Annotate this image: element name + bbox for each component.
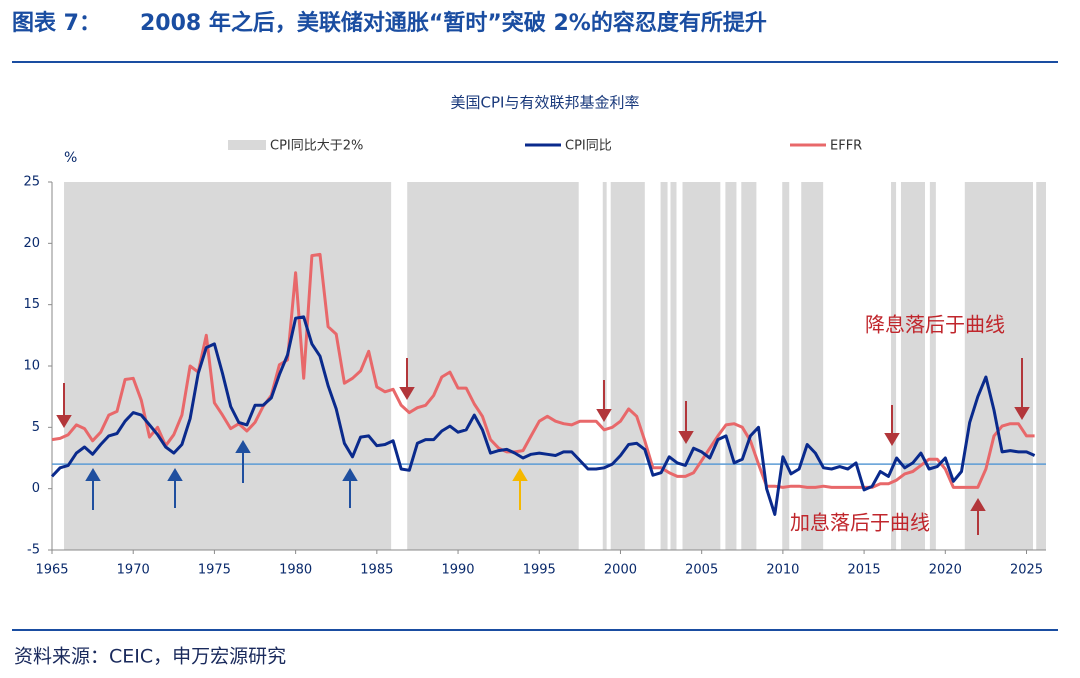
shaded-period — [741, 182, 757, 550]
x-tick-label: 1985 — [360, 563, 393, 578]
shaded-period — [407, 182, 579, 550]
y-unit: % — [64, 150, 77, 166]
shaded-period — [725, 182, 737, 550]
x-tick-label: 1980 — [279, 563, 312, 578]
x-tick-label: 1995 — [523, 563, 556, 578]
legend-swatch — [228, 140, 266, 150]
x-tick-label: 2000 — [604, 563, 637, 578]
x-tick-label: 2020 — [929, 563, 962, 578]
x-tick-label: 2005 — [685, 563, 718, 578]
shaded-period — [610, 182, 645, 550]
shaded-period — [670, 182, 677, 550]
shaded-period — [602, 182, 607, 550]
x-tick-label: 1965 — [35, 563, 68, 578]
header-label: 图表 7： — [12, 11, 101, 36]
legend-label: CPI同比大于2% — [270, 139, 363, 154]
y-tick-label: -5 — [27, 543, 40, 558]
x-tick-label: 1975 — [198, 563, 231, 578]
header-title: 2008 年之后，美联储对通胀“暂时”突破 2%的容忍度有所提升 — [140, 10, 767, 36]
x-tick-label: 2025 — [1010, 563, 1043, 578]
series-line — [50, 315, 1036, 516]
y-tick-label: 0 — [32, 481, 40, 496]
y-tick-label: 25 — [23, 175, 40, 190]
shaded-period — [660, 182, 668, 550]
x-tick-label: 2010 — [766, 563, 799, 578]
y-tick-label: 10 — [23, 359, 40, 374]
annotation: 降息落后于曲线 — [865, 313, 1005, 337]
x-tick-label: 1990 — [441, 563, 474, 578]
shaded-period — [891, 182, 897, 550]
x-tick-label: 1970 — [117, 563, 150, 578]
shaded-period — [900, 182, 925, 550]
shaded-period — [801, 182, 824, 550]
legend-label: CPI同比 — [565, 139, 612, 154]
y-tick-label: 20 — [23, 236, 40, 251]
shaded-period — [64, 182, 392, 550]
shaded-period — [929, 182, 936, 550]
x-tick-label: 2015 — [848, 563, 881, 578]
shaded-period — [682, 182, 721, 550]
arrows — [56, 358, 1030, 535]
shaded-period — [782, 182, 790, 550]
source: 资料来源：CEIC，申万宏源研究 — [14, 646, 286, 668]
annotation: 加息落后于曲线 — [790, 511, 930, 535]
shaded-period — [1036, 182, 1046, 550]
y-tick-label: 15 — [23, 297, 40, 312]
chart-title: 美国CPI与有效联邦基金利率 — [451, 94, 640, 112]
legend-label: EFFR — [830, 139, 862, 154]
y-tick-label: 5 — [32, 420, 40, 435]
